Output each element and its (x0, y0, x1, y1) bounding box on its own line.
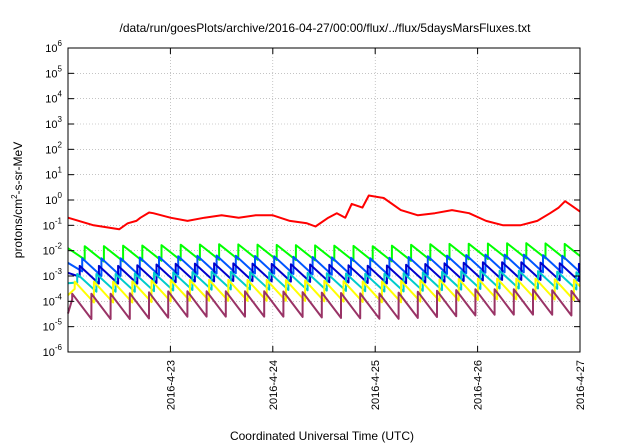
y-tick-label: 10-2 (43, 242, 63, 258)
series-line (67, 261, 581, 285)
series-line (67, 277, 581, 304)
plot-frame (67, 47, 581, 353)
y-tick-label: 104 (45, 90, 62, 106)
y-tick-label: 106 (45, 39, 62, 55)
y-tick-label: 102 (45, 140, 62, 156)
y-tick-label: 101 (45, 166, 62, 182)
x-tick-label: 2016-4-24 (268, 360, 280, 410)
series-line (67, 288, 581, 320)
y-tick-label: 103 (45, 115, 62, 131)
series-line (67, 242, 581, 263)
x-tick-label: 2016-4-25 (370, 360, 382, 410)
y-tick-label: 100 (45, 191, 62, 207)
x-tick-label: 2016-4-26 (473, 360, 485, 410)
y-tick-label: 10-5 (43, 318, 63, 334)
grid (68, 48, 581, 352)
y-tick-label: 10-3 (43, 267, 63, 283)
x-tick-label: 2016-4-27 (575, 360, 587, 410)
series-line (67, 194, 581, 231)
y-tick-label: 10-1 (43, 216, 63, 232)
y-axis-label: protons/cm2-s-sr-MeV (10, 142, 25, 258)
ticks: 10-6 10-5 10-4 10-3 10-2 10-1 100 101 102 103 104 1… (43, 39, 587, 410)
y-tick-label: 105 (45, 64, 62, 80)
series-group (67, 194, 581, 320)
chart-title: /data/run/goesPlots/archive/2016-04-27/0… (120, 21, 532, 35)
y-tick-label: 10-6 (43, 343, 63, 359)
y-tick-label: 10-4 (43, 292, 63, 308)
series-line (67, 269, 581, 293)
x-tick-label: 2016-4-23 (165, 360, 177, 410)
x-axis-label: Coordinated Universal Time (UTC) (230, 429, 414, 443)
